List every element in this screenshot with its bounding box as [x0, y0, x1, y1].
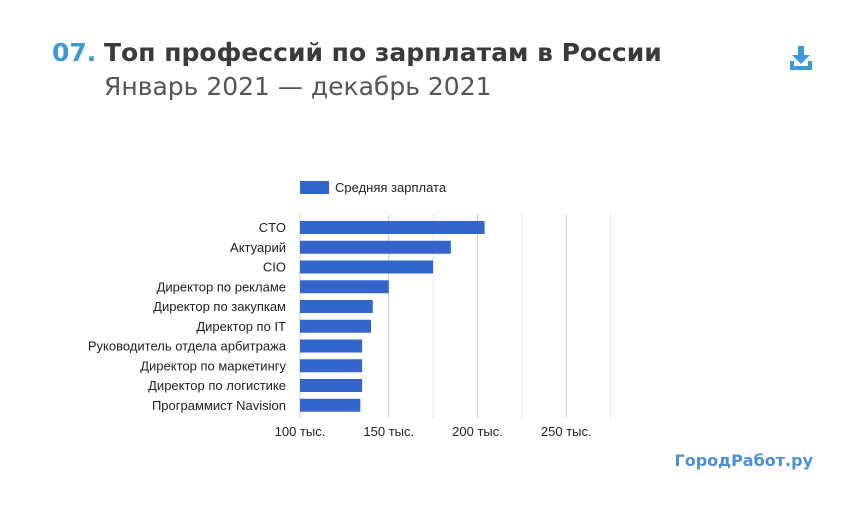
- x-tick-label: 250 тыс.: [541, 424, 592, 439]
- category-label: Программист Navision: [152, 398, 286, 413]
- brand-logo: ГородРабот.ру: [674, 451, 813, 470]
- bar: [300, 319, 371, 333]
- legend-label: Средняя зарплата: [335, 180, 447, 195]
- x-tick-label: 100 тыс.: [275, 424, 326, 439]
- bar: [300, 260, 434, 274]
- bar: [300, 221, 485, 234]
- category-label: CIO: [263, 260, 286, 275]
- bar: [300, 280, 389, 294]
- x-tick-label: 200 тыс.: [452, 424, 503, 439]
- bar: [300, 359, 363, 373]
- chart-number: 07.: [52, 38, 97, 67]
- chart-title: Топ профессий по зарплатам в России: [104, 38, 662, 67]
- category-label: Директор по закупкам: [153, 299, 286, 314]
- x-tick-label: 150 тыс.: [363, 424, 414, 439]
- bar: [300, 379, 363, 392]
- bar: [300, 398, 361, 412]
- category-label: Директор по IT: [196, 319, 286, 334]
- category-label: Директор по рекламе: [157, 279, 286, 294]
- category-label: CTO: [259, 220, 286, 235]
- chart-subtitle: Январь 2021 — декабрь 2021: [104, 72, 492, 101]
- bar: [300, 240, 451, 254]
- category-label: Руководитель отдела арбитража: [88, 339, 287, 354]
- legend-swatch: [300, 181, 329, 194]
- download-icon-glyph: [790, 46, 812, 70]
- category-label: Директор по маркетингу: [140, 358, 286, 373]
- download-icon[interactable]: [787, 44, 815, 72]
- bar: [300, 339, 363, 353]
- bar: [300, 300, 373, 313]
- category-label: Актуарий: [230, 240, 286, 255]
- category-label: Директор по логистике: [148, 378, 286, 393]
